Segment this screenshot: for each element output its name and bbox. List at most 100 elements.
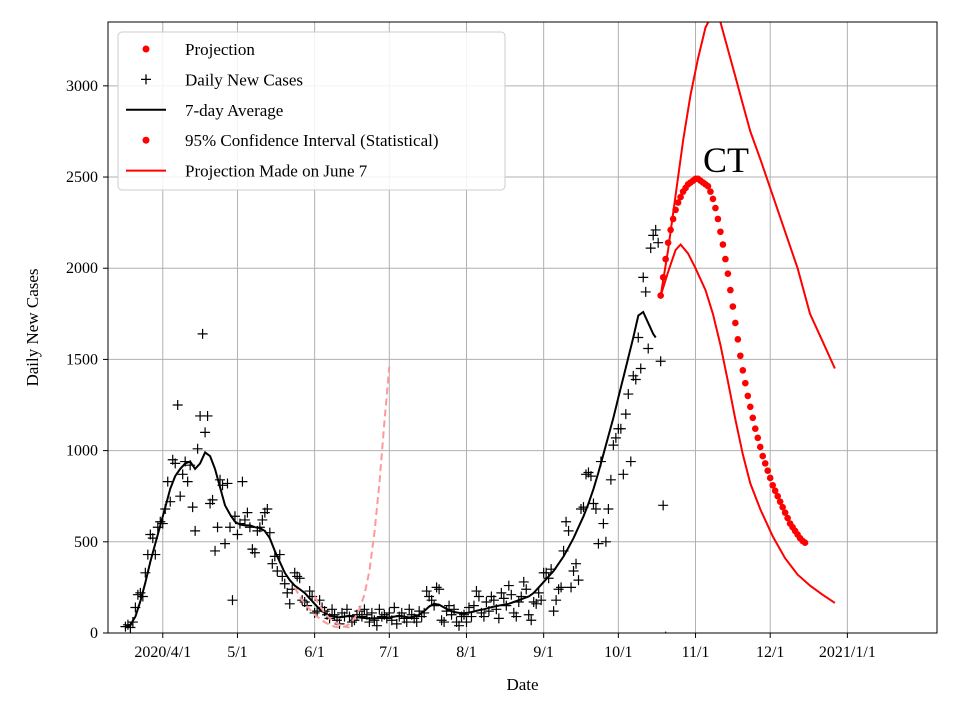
daily-case-point — [640, 286, 651, 297]
daily-case-point — [222, 478, 233, 489]
daily-case-point — [434, 584, 445, 595]
daily-case-point — [615, 423, 626, 434]
daily-case-point — [598, 518, 609, 529]
daily-case-point — [620, 409, 631, 420]
daily-case-point — [623, 389, 634, 400]
projection-point — [719, 241, 727, 248]
daily-case-point — [523, 609, 534, 620]
daily-case-point — [327, 604, 338, 615]
y-tick-label: 2500 — [66, 169, 98, 186]
daily-case-point — [526, 615, 537, 626]
legend-box — [117, 31, 506, 191]
series-7-day-average — [125, 310, 657, 627]
projection-point — [742, 379, 749, 387]
legend-dot-marker — [142, 45, 150, 53]
daily-case-point — [518, 576, 529, 587]
daily-case-point — [257, 514, 268, 525]
daily-case-point — [645, 243, 656, 254]
daily-case-point — [493, 613, 504, 624]
plot-frame — [107, 21, 938, 634]
series-projection-made-on-june-7-secondary — [313, 596, 350, 629]
daily-case-point — [468, 600, 479, 611]
daily-case-point — [200, 427, 211, 438]
daily-case-point — [655, 356, 666, 367]
daily-case-point — [190, 525, 201, 536]
daily-case-point — [120, 621, 131, 632]
daily-case-point — [421, 586, 432, 597]
daily-case-point — [521, 584, 532, 595]
daily-case-point — [192, 443, 203, 454]
daily-case-point — [401, 617, 412, 628]
legend-label: 95% Confidence Interval (Statistical) — [185, 131, 439, 150]
daily-case-point — [588, 498, 599, 509]
projection-point — [746, 403, 754, 411]
projection-point — [766, 474, 774, 482]
daily-case-point — [341, 604, 352, 615]
daily-case-point — [359, 604, 370, 615]
projection-point — [724, 270, 732, 277]
projection-point — [784, 514, 791, 522]
y-tick-label: 2000 — [66, 260, 98, 277]
x-tick-label: 2021/1/1 — [819, 644, 876, 661]
legend-item-projection: Projection — [142, 40, 255, 59]
y-axis-title: Daily New Cases — [23, 268, 42, 386]
projection-point — [756, 443, 764, 451]
x-tick-label: 7/1 — [379, 644, 399, 661]
y-tick-label: 1500 — [66, 351, 98, 368]
daily-case-point — [284, 598, 295, 609]
daily-case-point — [633, 332, 644, 343]
daily-case-point — [454, 620, 465, 631]
daily-case-point — [605, 474, 616, 485]
daily-case-point — [374, 604, 385, 615]
daily-case-point — [571, 558, 582, 569]
projection-point — [677, 193, 684, 201]
daily-case-point — [212, 522, 223, 533]
line-projection-made-on-june-7-secondary — [313, 596, 350, 629]
daily-case-point — [473, 591, 484, 602]
daily-case-point — [648, 230, 659, 241]
daily-case-point — [643, 343, 654, 354]
daily-case-point — [471, 586, 482, 597]
daily-case-point — [536, 595, 547, 606]
daily-case-point — [466, 611, 477, 622]
legend-item-daily-new-cases: Daily New Cases — [141, 70, 303, 89]
legend: Projection Daily New Cases 7-day Average 95… — [117, 31, 506, 191]
daily-case-point — [600, 536, 611, 547]
daily-case-point — [618, 469, 629, 480]
projection-point — [779, 503, 786, 511]
daily-case-point — [439, 617, 450, 628]
legend-label: Daily New Cases — [185, 70, 303, 89]
daily-case-point — [224, 522, 235, 533]
daily-case-point — [458, 609, 469, 620]
legend-label: Projection — [185, 40, 255, 59]
daily-case-point — [232, 529, 243, 540]
projection-point — [771, 487, 779, 495]
daily-case-point — [563, 525, 574, 536]
daily-case-point — [548, 606, 559, 617]
daily-case-point — [630, 374, 641, 385]
projection-point — [714, 215, 722, 223]
y-tick-label: 0 — [90, 625, 98, 642]
daily-case-point — [249, 547, 260, 558]
daily-case-point — [488, 595, 499, 606]
daily-case-point — [391, 618, 402, 629]
projection-point — [781, 509, 789, 516]
daily-case-point — [262, 503, 273, 514]
daily-case-point — [461, 617, 472, 628]
daily-case-point — [436, 615, 447, 626]
daily-case-point — [202, 410, 213, 421]
daily-case-point — [175, 491, 186, 502]
daily-case-point — [593, 538, 604, 549]
projection-point — [776, 498, 784, 505]
legend-item-projection-made-on-june-7: Projection Made on June 7 — [126, 162, 368, 181]
daily-case-point — [227, 595, 238, 606]
daily-case-point — [404, 604, 415, 615]
projection-point — [729, 303, 737, 310]
line-95-confidence-interval-statistical-lower — [659, 242, 836, 604]
projection-point — [774, 492, 781, 500]
plot-area — [120, 22, 836, 633]
x-tick-label: 2020/4/1 — [134, 644, 191, 661]
x-tick-label: 12/1 — [756, 644, 784, 661]
daily-case-point — [650, 224, 661, 235]
daily-case-point — [573, 575, 584, 586]
